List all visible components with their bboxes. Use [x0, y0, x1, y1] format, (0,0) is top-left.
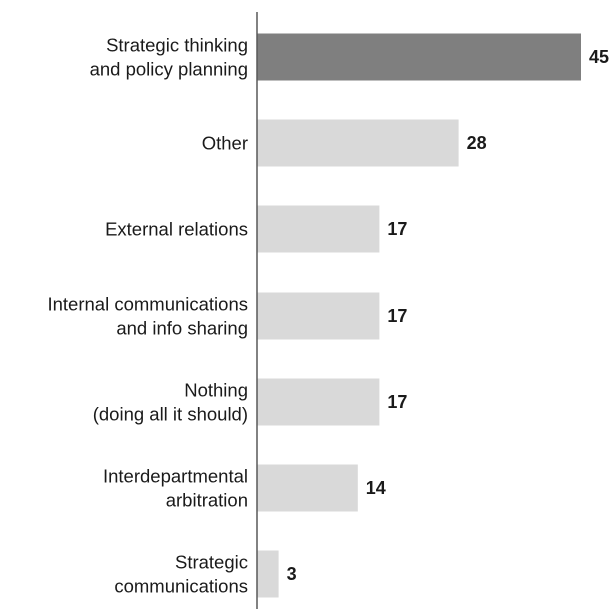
bar-2	[257, 205, 380, 253]
value-label-5: 14	[366, 478, 386, 498]
bar-0	[257, 33, 581, 81]
category-label-line: Nothing	[184, 380, 248, 401]
value-label-4: 17	[387, 392, 407, 412]
bar-3	[257, 292, 380, 340]
category-label-line: Interdepartmental	[103, 466, 248, 487]
bars-group	[257, 33, 581, 598]
category-label-line: arbitration	[166, 490, 248, 511]
value-label-0: 45	[589, 47, 609, 67]
bar-5	[257, 464, 358, 512]
value-label-3: 17	[387, 306, 407, 326]
bar-6	[257, 550, 279, 598]
category-label-line: (doing all it should)	[93, 404, 248, 425]
category-label-line: Strategic	[175, 552, 248, 573]
category-label-3: Internal communications and info sharing	[47, 294, 248, 339]
category-label-line: External relations	[105, 219, 248, 240]
value-label-6: 3	[287, 564, 297, 584]
category-label-2: External relations	[105, 219, 248, 240]
category-label-4: Nothing (doing all it should)	[93, 380, 248, 425]
category-label-6: Strategic communications	[114, 552, 248, 597]
bar-1	[257, 119, 459, 167]
category-label-1: Other	[202, 133, 248, 154]
value-labels-group: 45 28 17 17 17 14 3	[287, 47, 609, 584]
bar-4	[257, 378, 380, 426]
category-label-0: Strategic thinking and policy planning	[90, 35, 248, 80]
value-label-2: 17	[387, 219, 407, 239]
category-label-line: and policy planning	[90, 59, 248, 80]
category-label-line: communications	[114, 576, 248, 597]
category-label-line: Other	[202, 133, 248, 154]
category-label-line: and info sharing	[116, 318, 248, 339]
category-label-5: Interdepartmental arbitration	[103, 466, 248, 511]
category-label-line: Strategic thinking	[106, 35, 248, 56]
value-label-1: 28	[467, 133, 487, 153]
category-label-line: Internal communications	[47, 294, 248, 315]
category-labels-group: Strategic thinking and policy planning Oth…	[47, 35, 248, 597]
